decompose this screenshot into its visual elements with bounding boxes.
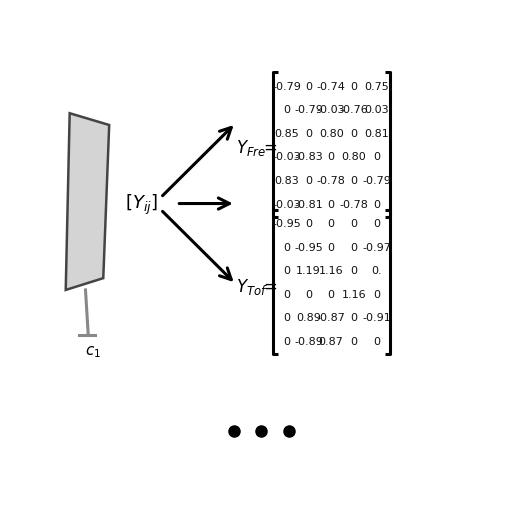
Text: 0: 0 — [304, 81, 312, 92]
Text: 0: 0 — [350, 266, 357, 276]
Text: 0: 0 — [372, 219, 379, 229]
Text: 0: 0 — [327, 199, 334, 209]
Text: $[Y_{ij}]$: $[Y_{ij}]$ — [125, 192, 158, 216]
Text: -0.74: -0.74 — [316, 81, 345, 92]
Text: -0.79: -0.79 — [361, 176, 390, 186]
Text: 0: 0 — [282, 336, 290, 346]
Text: -0.89: -0.89 — [293, 336, 322, 346]
Text: 1.16: 1.16 — [341, 289, 365, 299]
Text: 0: 0 — [350, 176, 357, 186]
Text: -0.78: -0.78 — [316, 176, 345, 186]
Text: 0: 0 — [350, 81, 357, 92]
Text: 0: 0 — [350, 313, 357, 323]
Text: -0.83: -0.83 — [294, 152, 322, 162]
Text: 0: 0 — [304, 176, 312, 186]
Text: -0.95: -0.95 — [272, 219, 300, 229]
Text: 1.16: 1.16 — [318, 266, 343, 276]
Text: -0.03: -0.03 — [316, 105, 345, 115]
Text: 0.87: 0.87 — [318, 336, 343, 346]
Text: 0: 0 — [372, 336, 379, 346]
Text: 0: 0 — [350, 336, 357, 346]
Text: 0: 0 — [282, 242, 290, 252]
Text: =: = — [263, 138, 277, 156]
Text: 0: 0 — [282, 289, 290, 299]
Text: =: = — [263, 277, 277, 295]
Text: 0.75: 0.75 — [363, 81, 388, 92]
Text: 0.89: 0.89 — [295, 313, 320, 323]
Text: -0.81: -0.81 — [294, 199, 322, 209]
Text: 0: 0 — [304, 129, 312, 138]
Text: -0.95: -0.95 — [294, 242, 322, 252]
Text: 0: 0 — [304, 289, 312, 299]
Text: 0.80: 0.80 — [318, 129, 343, 138]
Text: 0: 0 — [282, 266, 290, 276]
Text: -0.79: -0.79 — [293, 105, 322, 115]
Text: 0: 0 — [282, 105, 290, 115]
Text: 0: 0 — [372, 289, 379, 299]
Text: -0.03: -0.03 — [272, 199, 300, 209]
Text: 0: 0 — [372, 152, 379, 162]
Text: 0.83: 0.83 — [274, 176, 298, 186]
Text: -0.91: -0.91 — [361, 313, 390, 323]
Text: -0.78: -0.78 — [339, 199, 367, 209]
Text: 0: 0 — [304, 219, 312, 229]
Polygon shape — [66, 114, 109, 290]
Text: -0.87: -0.87 — [316, 313, 345, 323]
Text: 0: 0 — [327, 289, 334, 299]
Text: -0.03: -0.03 — [272, 152, 300, 162]
Text: -0.97: -0.97 — [361, 242, 390, 252]
Text: 0: 0 — [327, 152, 334, 162]
Text: 1.19: 1.19 — [295, 266, 320, 276]
Text: 0: 0 — [350, 219, 357, 229]
Text: 0.80: 0.80 — [341, 152, 365, 162]
Text: -0.79: -0.79 — [272, 81, 300, 92]
Text: 0.: 0. — [371, 266, 381, 276]
Text: 0.85: 0.85 — [274, 129, 298, 138]
Text: $Y_{Fre}$: $Y_{Fre}$ — [236, 137, 266, 157]
Text: 0.03: 0.03 — [363, 105, 388, 115]
Text: 0: 0 — [327, 242, 334, 252]
Text: 0: 0 — [372, 199, 379, 209]
Text: $c_1$: $c_1$ — [85, 343, 101, 359]
Text: 0: 0 — [282, 313, 290, 323]
Text: $Y_{Tof}$: $Y_{Tof}$ — [235, 276, 267, 296]
Text: -0.76: -0.76 — [339, 105, 367, 115]
Text: 0.81: 0.81 — [363, 129, 388, 138]
Text: 0: 0 — [350, 129, 357, 138]
Text: 0: 0 — [350, 242, 357, 252]
Text: 0: 0 — [327, 219, 334, 229]
